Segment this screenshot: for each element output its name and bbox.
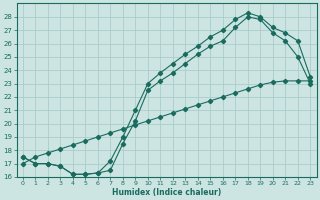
X-axis label: Humidex (Indice chaleur): Humidex (Indice chaleur) [112, 188, 221, 197]
